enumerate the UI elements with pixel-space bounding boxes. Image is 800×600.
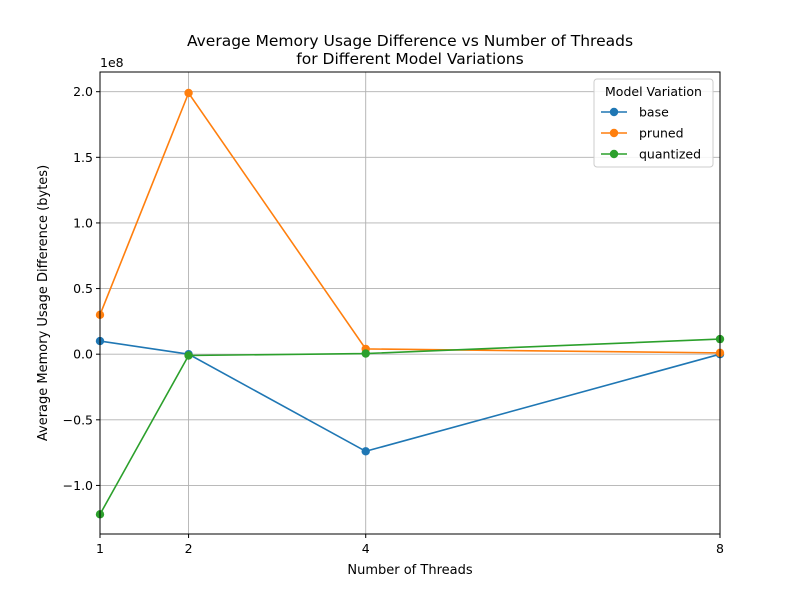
y-tick-label: 1.5 bbox=[73, 150, 93, 165]
legend-label-quantized: quantized bbox=[639, 147, 701, 162]
y-axis-label: Average Memory Usage Difference (bytes) bbox=[36, 165, 51, 441]
legend-marker-base bbox=[609, 107, 619, 117]
x-tick-label: 1 bbox=[96, 541, 104, 556]
y-tick-label: −0.5 bbox=[63, 412, 93, 427]
chart-title-line1: Average Memory Usage Difference vs Numbe… bbox=[187, 32, 633, 50]
x-axis-label: Number of Threads bbox=[347, 563, 472, 578]
data-point-pruned bbox=[184, 88, 193, 98]
y-offset-label: 1e8 bbox=[100, 55, 124, 70]
series-line-base bbox=[99, 340, 721, 453]
y-tick-label: 0.0 bbox=[73, 347, 93, 362]
legend-label-base: base bbox=[639, 105, 669, 120]
legend-label-pruned: pruned bbox=[639, 126, 684, 141]
y-tick-label: 0.5 bbox=[73, 281, 93, 296]
data-point-quantized bbox=[361, 349, 370, 358]
legend-marker-quantized bbox=[609, 149, 619, 159]
legend-box bbox=[593, 78, 714, 168]
x-tick-label: 2 bbox=[185, 541, 193, 556]
series-line-pruned bbox=[99, 91, 721, 354]
legend-title: Model Variation bbox=[605, 84, 702, 99]
plot-frame bbox=[99, 71, 721, 535]
x-tick-label: 8 bbox=[716, 541, 724, 556]
y-tick-label: 1.0 bbox=[73, 215, 93, 230]
y-tick-label: −1.0 bbox=[63, 478, 93, 493]
y-tick-label: 2.0 bbox=[73, 84, 93, 99]
data-point-base bbox=[361, 447, 370, 456]
x-tick-label: 4 bbox=[362, 541, 370, 556]
series-line-quantized bbox=[99, 338, 721, 515]
legend-marker-pruned bbox=[609, 128, 619, 138]
legend-items: base pruned quantized bbox=[601, 105, 701, 162]
data-point-quantized bbox=[184, 351, 193, 360]
series-lines bbox=[95, 88, 725, 519]
legend: Model Variation base pruned quantized bbox=[593, 78, 714, 168]
axis-ticks: 1 2 4 8 −1.0 −0.5 0.0 0.5 1.0 1.5 2.0 bbox=[63, 84, 724, 556]
chart-title-line2: for Different Model Variations bbox=[296, 50, 523, 68]
